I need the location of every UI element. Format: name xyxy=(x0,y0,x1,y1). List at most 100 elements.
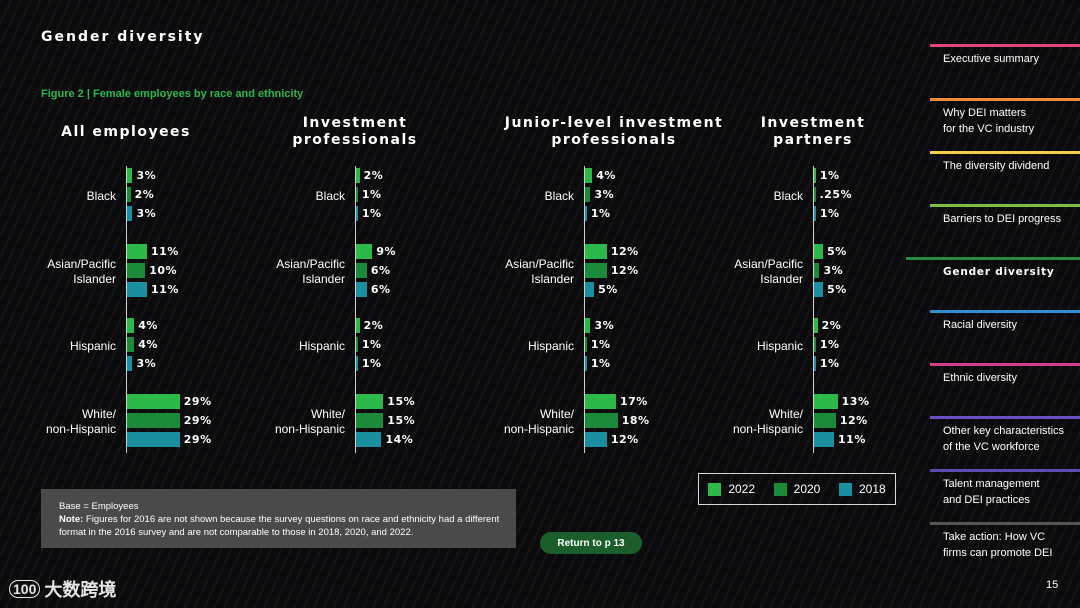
panel-title: Investment partners xyxy=(760,115,866,148)
category-label: Asian/Pacific Islander xyxy=(276,257,345,286)
data-label: 12% xyxy=(610,264,639,277)
bar-2022 xyxy=(356,394,384,409)
data-label: 2% xyxy=(363,319,384,332)
bar-2020 xyxy=(356,337,358,352)
data-label: 11% xyxy=(151,283,179,296)
bar-2022 xyxy=(814,168,816,183)
data-label: 6% xyxy=(370,264,391,277)
category-label: Asian/Pacific Islander xyxy=(505,257,574,286)
bar-2018 xyxy=(356,282,367,297)
data-label: 3% xyxy=(823,264,844,277)
category-label: Asian/Pacific Islander xyxy=(734,257,803,286)
category-label: Black xyxy=(773,188,803,203)
data-label: 1% xyxy=(819,357,840,370)
data-label: 3% xyxy=(136,169,157,182)
legend-swatch-2018 xyxy=(838,482,852,496)
bar-2022 xyxy=(356,318,360,333)
bar-2020 xyxy=(127,413,180,428)
bar-2018 xyxy=(356,356,358,371)
bar-2020 xyxy=(585,263,607,278)
bar-2018 xyxy=(127,356,133,371)
data-label: 18% xyxy=(621,414,650,427)
bar-2020 xyxy=(356,413,384,428)
data-label: 1% xyxy=(590,338,611,351)
bar-2018 xyxy=(585,432,607,447)
chart-panel-2: Investment professionals Black 2% 1% 1% Asian… xyxy=(270,110,500,470)
category-label: White/ non-Hispanic xyxy=(45,407,116,436)
data-label: 11% xyxy=(151,245,179,258)
bar-2020 xyxy=(814,263,820,278)
bar-2022 xyxy=(127,318,135,333)
panel-title: All employees xyxy=(61,124,191,140)
nav-label: Talent management and DEI practices xyxy=(943,478,1040,506)
legend-item-2022: 2022 xyxy=(708,482,755,496)
category-label: Hispanic xyxy=(527,338,574,353)
bar-2020 xyxy=(814,337,816,352)
data-label: 1% xyxy=(590,207,611,220)
category-label: White/ non-Hispanic xyxy=(732,407,803,436)
panel-title: Junior-level investment professionals xyxy=(504,115,724,148)
data-label: 1% xyxy=(819,338,840,351)
data-label: 6% xyxy=(370,283,391,296)
return-button[interactable]: Return to p 13 xyxy=(540,532,642,554)
data-label: 5% xyxy=(598,283,618,296)
nav-color-bar xyxy=(930,416,1080,419)
data-label: 1% xyxy=(361,338,382,351)
data-label: 1% xyxy=(819,169,840,182)
bar-2022 xyxy=(814,244,824,259)
data-label: 15% xyxy=(387,395,416,408)
bar-2022 xyxy=(814,318,818,333)
bar-2022 xyxy=(814,394,838,409)
data-label: 3% xyxy=(136,207,157,220)
bar-2022 xyxy=(127,168,133,183)
data-label: 17% xyxy=(619,395,648,408)
bar-2018 xyxy=(814,356,816,371)
logo-text: 大数跨境 xyxy=(44,580,117,600)
bar-2020 xyxy=(356,263,367,278)
nav-label: Why DEI matters for the VC industry xyxy=(943,107,1035,135)
bar-2018 xyxy=(585,282,595,297)
category-label: White/ non-Hispanic xyxy=(274,407,345,436)
bar-2018 xyxy=(127,432,180,447)
data-label: 1% xyxy=(361,207,382,220)
category-label: Black xyxy=(86,188,116,203)
data-label: 15% xyxy=(387,414,416,427)
nav-color-bar xyxy=(930,522,1080,525)
nav-label: Ethnic diversity xyxy=(943,372,1017,384)
legend-swatch-2020 xyxy=(773,482,787,496)
data-label: 12% xyxy=(610,245,639,258)
chart-panel-3: Junior-level investment professionals Bla… xyxy=(499,110,729,470)
data-label: 1% xyxy=(361,188,382,201)
bar-2020 xyxy=(127,263,146,278)
data-label: 1% xyxy=(361,357,382,370)
category-label: Black xyxy=(544,188,574,203)
category-label: Hispanic xyxy=(69,338,116,353)
legend-label-2018: 2018 xyxy=(858,482,886,496)
bar-2018 xyxy=(814,206,816,221)
legend-swatch-2022 xyxy=(708,482,722,496)
note-label: Note: xyxy=(59,514,84,525)
nav-color-bar xyxy=(930,469,1080,472)
nav-label: Barriers to DEI progress xyxy=(943,213,1061,225)
data-label: 12% xyxy=(839,414,868,427)
category-label: White/ non-Hispanic xyxy=(503,407,574,436)
data-label: 12% xyxy=(610,433,639,446)
category-label: Hispanic xyxy=(756,338,803,353)
data-label: 9% xyxy=(376,245,397,258)
data-label: 2% xyxy=(134,188,155,201)
bar-2020 xyxy=(127,337,135,352)
figure-caption: Figure 2 | Female employees by race and … xyxy=(41,88,304,100)
bar-2020 xyxy=(356,187,358,202)
legend-label-2020: 2020 xyxy=(793,482,821,496)
nav-color-bar xyxy=(930,151,1080,154)
nav-label: Gender diversity xyxy=(943,266,1055,278)
category-label: Hispanic xyxy=(298,338,345,353)
nav-label: Racial diversity xyxy=(943,319,1017,331)
nav-label: Take action: How VC firms can promote DE… xyxy=(943,531,1053,559)
bar-2022 xyxy=(585,394,616,409)
bar-2020 xyxy=(127,187,131,202)
bar-2020 xyxy=(585,187,591,202)
bar-2020 xyxy=(814,413,836,428)
bar-2018 xyxy=(814,432,835,447)
legend-item-2020: 2020 xyxy=(773,482,821,496)
